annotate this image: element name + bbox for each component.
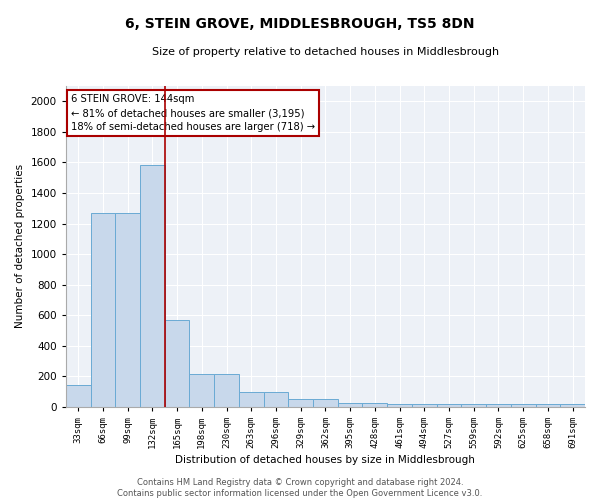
Bar	[289, 399, 313, 407]
Bar	[486, 404, 511, 407]
Bar	[91, 213, 115, 407]
Bar	[338, 403, 362, 407]
Bar	[362, 403, 387, 407]
Bar	[214, 374, 239, 407]
Bar	[387, 404, 412, 407]
Text: 6 STEIN GROVE: 144sqm
← 81% of detached houses are smaller (3,195)
18% of semi-d: 6 STEIN GROVE: 144sqm ← 81% of detached …	[71, 94, 315, 132]
Bar	[437, 404, 461, 407]
Bar	[313, 399, 338, 407]
Bar	[140, 166, 165, 407]
Title: Size of property relative to detached houses in Middlesbrough: Size of property relative to detached ho…	[152, 48, 499, 58]
Bar	[115, 213, 140, 407]
Bar	[511, 404, 536, 407]
Text: Contains HM Land Registry data © Crown copyright and database right 2024.
Contai: Contains HM Land Registry data © Crown c…	[118, 478, 482, 498]
Bar	[461, 404, 486, 407]
Bar	[560, 404, 585, 407]
Bar	[412, 404, 437, 407]
Text: 6, STEIN GROVE, MIDDLESBROUGH, TS5 8DN: 6, STEIN GROVE, MIDDLESBROUGH, TS5 8DN	[125, 18, 475, 32]
Bar	[536, 404, 560, 407]
Y-axis label: Number of detached properties: Number of detached properties	[15, 164, 25, 328]
Bar	[190, 374, 214, 407]
Bar	[165, 320, 190, 407]
Bar	[66, 386, 91, 407]
Bar	[263, 392, 289, 407]
Bar	[239, 392, 263, 407]
X-axis label: Distribution of detached houses by size in Middlesbrough: Distribution of detached houses by size …	[175, 455, 475, 465]
